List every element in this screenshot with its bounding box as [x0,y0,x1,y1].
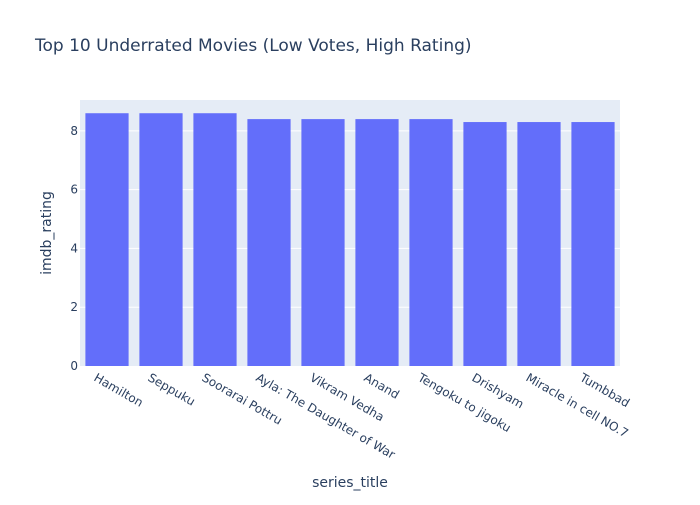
bar[interactable] [409,119,453,366]
y-tick-label: 4 [70,241,78,255]
x-tick-label: Seppuku [146,370,198,408]
bar[interactable] [301,119,345,366]
bars [85,113,615,367]
x-tick-label: Anand [362,370,402,401]
x-tick-label: Tengoku to jigoku [415,370,514,435]
y-tick-label: 0 [70,359,78,373]
y-tick-label: 8 [70,124,78,138]
y-axis-title: imdb_rating [39,191,55,275]
bar[interactable] [247,119,291,366]
y-tick-label: 6 [70,183,78,197]
y-tick-label: 2 [70,300,78,314]
bar[interactable] [571,122,615,367]
bar[interactable] [463,122,507,367]
y-tick-labels: 0 2 4 6 8 [70,124,78,373]
bar[interactable] [517,122,561,367]
bar[interactable] [139,113,183,366]
bar[interactable] [85,113,129,366]
x-axis-title: series_title [312,475,388,491]
bar[interactable] [193,113,237,366]
x-tick-label: Miracle in cell NO.7 [524,370,631,440]
bar[interactable] [355,119,399,366]
x-tick-label: Hamilton [92,370,146,409]
chart-title: Top 10 Underrated Movies (Low Votes, Hig… [34,36,472,56]
